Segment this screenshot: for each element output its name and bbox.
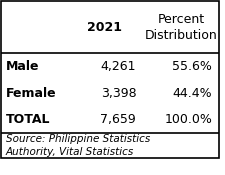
Text: 4,261: 4,261 (100, 60, 136, 73)
Text: Male: Male (6, 60, 39, 73)
Text: Source: Philippine Statistics
Authority, Vital Statistics: Source: Philippine Statistics Authority,… (6, 134, 149, 157)
Text: 7,659: 7,659 (100, 113, 136, 126)
Text: Female: Female (6, 87, 56, 100)
Text: 44.4%: 44.4% (172, 87, 212, 100)
Text: 3,398: 3,398 (100, 87, 136, 100)
Text: 2021: 2021 (87, 21, 122, 34)
Text: 55.6%: 55.6% (172, 60, 212, 73)
Text: 100.0%: 100.0% (164, 113, 211, 126)
Text: Percent
Distribution: Percent Distribution (144, 13, 216, 42)
Text: TOTAL: TOTAL (6, 113, 50, 126)
